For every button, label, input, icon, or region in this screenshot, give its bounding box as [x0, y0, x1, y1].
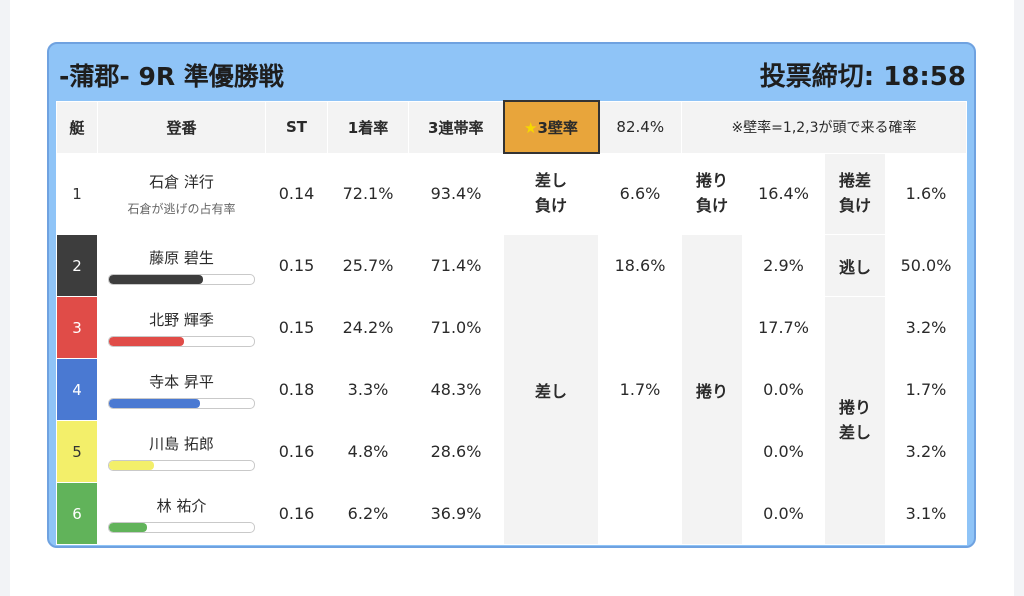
start-timing: 0.14 [265, 152, 328, 235]
win-rate: 24.2% [327, 296, 409, 359]
lane-number: 2 [56, 234, 98, 297]
makuri-lose-value: 16.4% [742, 152, 825, 235]
win-rate: 25.7% [327, 234, 409, 297]
page-side-right [1014, 0, 1024, 596]
race-header: -蒲郡- 9R 準優勝戦 投票締切: 18:58 [49, 44, 974, 100]
racer-rate-bar-fill [109, 522, 147, 532]
racer-cell: 林 祐介 [97, 482, 266, 545]
makuri-value: 0.0% [742, 358, 825, 421]
win-rate: 3.3% [327, 358, 409, 421]
win-rate: 72.1% [327, 152, 409, 235]
racer-cell: 寺本 昇平 [97, 358, 266, 421]
betting-deadline: 投票締切: 18:58 [759, 62, 966, 92]
page-side-left [0, 0, 10, 596]
sashi-lose-value: 6.6% [598, 152, 682, 235]
makuri-lose-label: 捲り 負け [681, 152, 743, 235]
race-title: -蒲郡- 9R 準優勝戦 [59, 62, 284, 91]
makurisashi-label: 捲り 差し [824, 296, 886, 545]
makuri-value: 0.0% [742, 482, 825, 545]
makuri-value: 2.9% [742, 234, 825, 297]
racer-cell: 川島 拓郎 [97, 420, 266, 483]
table-row: 3 北野 輝季 0.15 24.2% 71.0% 17.7% 捲り 差し 3.2% [56, 296, 967, 545]
col-header-st: ST [265, 100, 328, 154]
makurisashi-value: 3.1% [885, 482, 967, 545]
race-stats-table: 艇 登番 ST 1着率 3連帯率 ★3壁率 82.4% ※壁率=1,2,3が頭で… [56, 100, 967, 545]
escape-share-label: 石倉が逃げの占有率 [127, 201, 236, 216]
start-timing: 0.16 [265, 420, 328, 483]
sashi-value: 18.6% [598, 234, 682, 297]
top3-rate: 93.4% [408, 152, 504, 235]
lane-number: 6 [56, 482, 98, 545]
top3-rate: 48.3% [408, 358, 504, 421]
racer-rate-bar [108, 335, 255, 347]
makurisashi-value: 3.2% [885, 296, 967, 359]
sashi-value-empty [598, 482, 682, 545]
wall-rate-note: ※壁率=1,2,3が頭で来る確率 [681, 100, 967, 154]
makurisashi-value: 3.2% [885, 420, 967, 483]
win-rate: 6.2% [327, 482, 409, 545]
table-row: 1 石倉 洋行 石倉が逃げの占有率 0.14 72.1% 93.4% 差し 負け … [56, 152, 967, 235]
win-rate: 4.8% [327, 420, 409, 483]
racer-name: 林 祐介 [156, 496, 207, 515]
racer-rate-bar-fill [109, 274, 204, 284]
racer-cell: 石倉 洋行 石倉が逃げの占有率 [97, 152, 266, 235]
lane-number: 1 [56, 152, 98, 235]
start-timing: 0.16 [265, 482, 328, 545]
start-timing: 0.15 [265, 296, 328, 359]
makuri-label: 捲り [681, 234, 743, 545]
sashi-value-empty [598, 296, 682, 359]
sashi-value: 1.7% [598, 358, 682, 421]
racer-rate-bar-fill [109, 398, 201, 408]
top3-rate: 36.9% [408, 482, 504, 545]
racer-name: 川島 拓郎 [149, 434, 214, 453]
racer-rate-bar-fill [109, 336, 185, 346]
makuri-value: 0.0% [742, 420, 825, 483]
table-row: 4 寺本 昇平 0.18 3.3% 48.3% 1.7% 0.0% 1.7% [56, 358, 967, 421]
lane-number: 3 [56, 296, 98, 359]
col-header-win-rate: 1着率 [327, 100, 409, 154]
top3-rate: 71.4% [408, 234, 504, 297]
racer-name: 北野 輝季 [149, 310, 214, 329]
start-timing: 0.15 [265, 234, 328, 297]
col-header-lane: 艇 [56, 100, 98, 154]
makurisashi-lose-value: 1.6% [885, 152, 967, 235]
col-header-top3-rate: 3連帯率 [408, 100, 504, 154]
racer-rate-bar [108, 521, 255, 533]
table-row: 6 林 祐介 0.16 6.2% 36.9% 0.0% 3.1% [56, 482, 967, 545]
makurisashi-value: 1.7% [885, 358, 967, 421]
sashi-label: 差し [503, 234, 599, 545]
col-header-wall-rate[interactable]: ★3壁率 [502, 100, 600, 154]
makuri-value: 17.7% [742, 296, 825, 359]
wall-rate-label: 3壁率 [537, 118, 578, 137]
racer-name: 石倉 洋行 [149, 172, 214, 191]
nige-value: 50.0% [885, 234, 967, 297]
wall-rate-value: 82.4% [598, 100, 682, 154]
racer-name: 藤原 碧生 [149, 248, 214, 267]
table-row: 2 藤原 碧生 0.15 25.7% 71.4% 差し 18.6% 捲り 2.9… [56, 234, 967, 545]
table-row: 5 川島 拓郎 0.16 4.8% 28.6% 0.0% 3.2% [56, 420, 967, 483]
lane-number: 4 [56, 358, 98, 421]
racer-cell: 北野 輝季 [97, 296, 266, 359]
makurisashi-lose-label: 捲差 負け [824, 152, 886, 235]
lane-number: 5 [56, 420, 98, 483]
col-header-name: 登番 [97, 100, 266, 154]
sashi-value-empty [598, 420, 682, 483]
racer-cell: 藤原 碧生 [97, 234, 266, 297]
start-timing: 0.18 [265, 358, 328, 421]
racer-rate-bar [108, 459, 255, 471]
racer-name: 寺本 昇平 [149, 372, 214, 391]
sashi-lose-label: 差し 負け [503, 152, 599, 235]
star-icon: ★ [524, 118, 538, 137]
racer-rate-bar [108, 273, 255, 285]
table-header-row: 艇 登番 ST 1着率 3連帯率 ★3壁率 82.4% ※壁率=1,2,3が頭で… [56, 100, 967, 154]
race-card: -蒲郡- 9R 準優勝戦 投票締切: 18:58 艇 登番 ST 1着率 3連帯… [47, 42, 976, 548]
nige-label: 逃し [824, 234, 886, 297]
racer-rate-bar [108, 397, 255, 409]
top3-rate: 71.0% [408, 296, 504, 359]
racer-rate-bar-fill [109, 460, 154, 470]
top3-rate: 28.6% [408, 420, 504, 483]
